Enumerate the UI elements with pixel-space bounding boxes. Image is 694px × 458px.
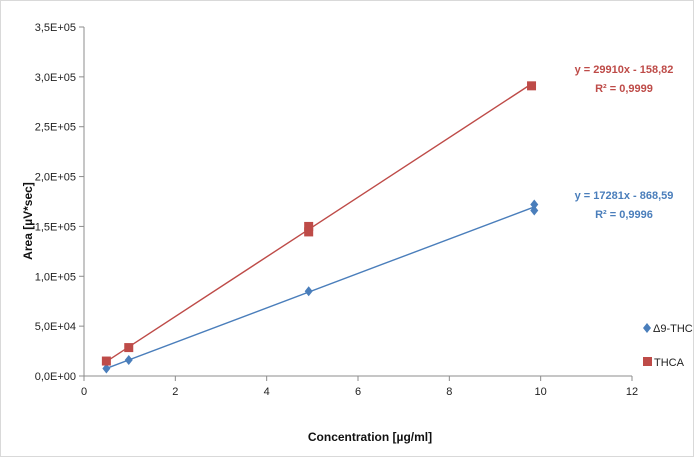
y-axis-title: Area [µV*sec] bbox=[21, 182, 35, 260]
x-tick-label: 6 bbox=[355, 386, 361, 398]
data-point-series-0 bbox=[304, 286, 313, 297]
trendline-series-1 bbox=[105, 83, 532, 363]
x-tick-label: 10 bbox=[535, 386, 547, 398]
x-ticks: 0 2 4 6 8 10 12 bbox=[81, 376, 638, 398]
legend-item-thc: Δ9-THC bbox=[643, 323, 693, 335]
axes bbox=[83, 27, 632, 377]
data-point-series-1 bbox=[101, 356, 111, 366]
thca-equation: y = 29910x - 158,82 bbox=[575, 64, 674, 76]
trendlines bbox=[105, 83, 535, 370]
data-point-series-1 bbox=[527, 81, 537, 91]
trendline-series-0 bbox=[106, 206, 535, 370]
data-points bbox=[101, 81, 539, 374]
legend-marker-square bbox=[643, 357, 652, 366]
data-point-series-0 bbox=[102, 363, 111, 374]
thc-r2: R² = 0,9996 bbox=[595, 209, 653, 221]
y-tick-label: 2,5E+05 bbox=[35, 122, 76, 134]
x-axis-title: Concentration [µg/ml] bbox=[308, 430, 432, 444]
data-point-series-0 bbox=[530, 199, 539, 210]
data-point-series-0 bbox=[124, 355, 133, 366]
x-tick-label: 2 bbox=[172, 386, 178, 398]
thca-r2: R² = 0,9999 bbox=[595, 83, 653, 95]
y-tick-label: 3,5E+05 bbox=[35, 22, 76, 34]
x-tick-label: 8 bbox=[446, 386, 452, 398]
legend-item-thca: THCA bbox=[643, 357, 685, 369]
legend-label-thca: THCA bbox=[654, 357, 685, 369]
y-tick-label: 5,0E+04 bbox=[35, 321, 76, 333]
legend-marker-diamond bbox=[643, 323, 651, 333]
y-ticks: 0,0E+00 5,0E+04 1,0E+05 1,5E+05 2,0E+05 2,5E+… bbox=[35, 22, 84, 383]
legend-label-thc: Δ9-THC bbox=[653, 323, 693, 335]
thc-equation: y = 17281x - 868,59 bbox=[575, 190, 674, 202]
data-point-series-0 bbox=[530, 205, 539, 216]
y-tick-label: 1,5E+05 bbox=[35, 221, 76, 233]
y-tick-label: 0,0E+00 bbox=[35, 371, 76, 383]
y-tick-label: 1,0E+05 bbox=[35, 271, 76, 283]
x-tick-label: 12 bbox=[626, 386, 638, 398]
x-tick-label: 0 bbox=[81, 386, 87, 398]
data-point-series-1 bbox=[304, 227, 314, 237]
y-tick-label: 3,0E+05 bbox=[35, 72, 76, 84]
y-tick-label: 2,0E+05 bbox=[35, 172, 76, 184]
trendline-equations: y = 29910x - 158,82 R² = 0,9999 y = 1728… bbox=[575, 64, 674, 221]
x-tick-label: 4 bbox=[264, 386, 270, 398]
data-point-series-1 bbox=[124, 343, 134, 353]
legend: Δ9-THC THCA bbox=[643, 323, 693, 369]
data-point-series-1 bbox=[304, 221, 314, 231]
